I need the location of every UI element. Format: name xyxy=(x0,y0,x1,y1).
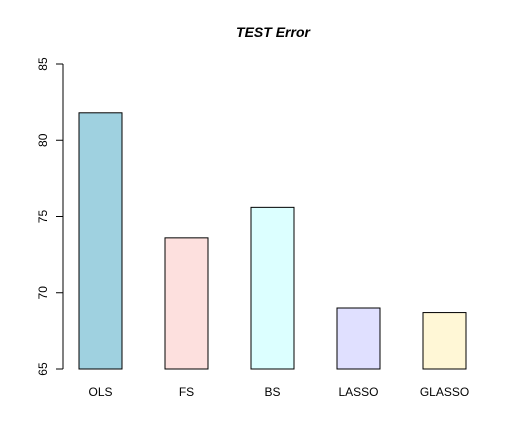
y-axis: 65 70 75 80 85 xyxy=(36,57,64,376)
x-axis-labels: OLS FS BS LASSO GLASSO xyxy=(88,385,469,399)
bar-glasso xyxy=(422,312,467,370)
y-tick-label: 85 xyxy=(36,57,50,71)
y-tick-label: 65 xyxy=(36,362,50,376)
bar-ols xyxy=(78,112,123,370)
y-tick-label: 75 xyxy=(36,210,50,224)
chart-title: TEST Error xyxy=(236,24,311,40)
x-category-label: BS xyxy=(264,385,280,399)
x-category-label: LASSO xyxy=(338,385,378,399)
x-category-label: FS xyxy=(179,385,194,399)
bar-lasso xyxy=(336,307,381,370)
bars-group xyxy=(78,112,467,370)
y-tick-label: 80 xyxy=(36,133,50,147)
y-tick-label: 70 xyxy=(36,286,50,300)
bar-bs xyxy=(250,206,295,370)
bar-fs xyxy=(164,237,209,370)
x-category-label: OLS xyxy=(88,385,112,399)
x-category-label: GLASSO xyxy=(420,385,469,399)
